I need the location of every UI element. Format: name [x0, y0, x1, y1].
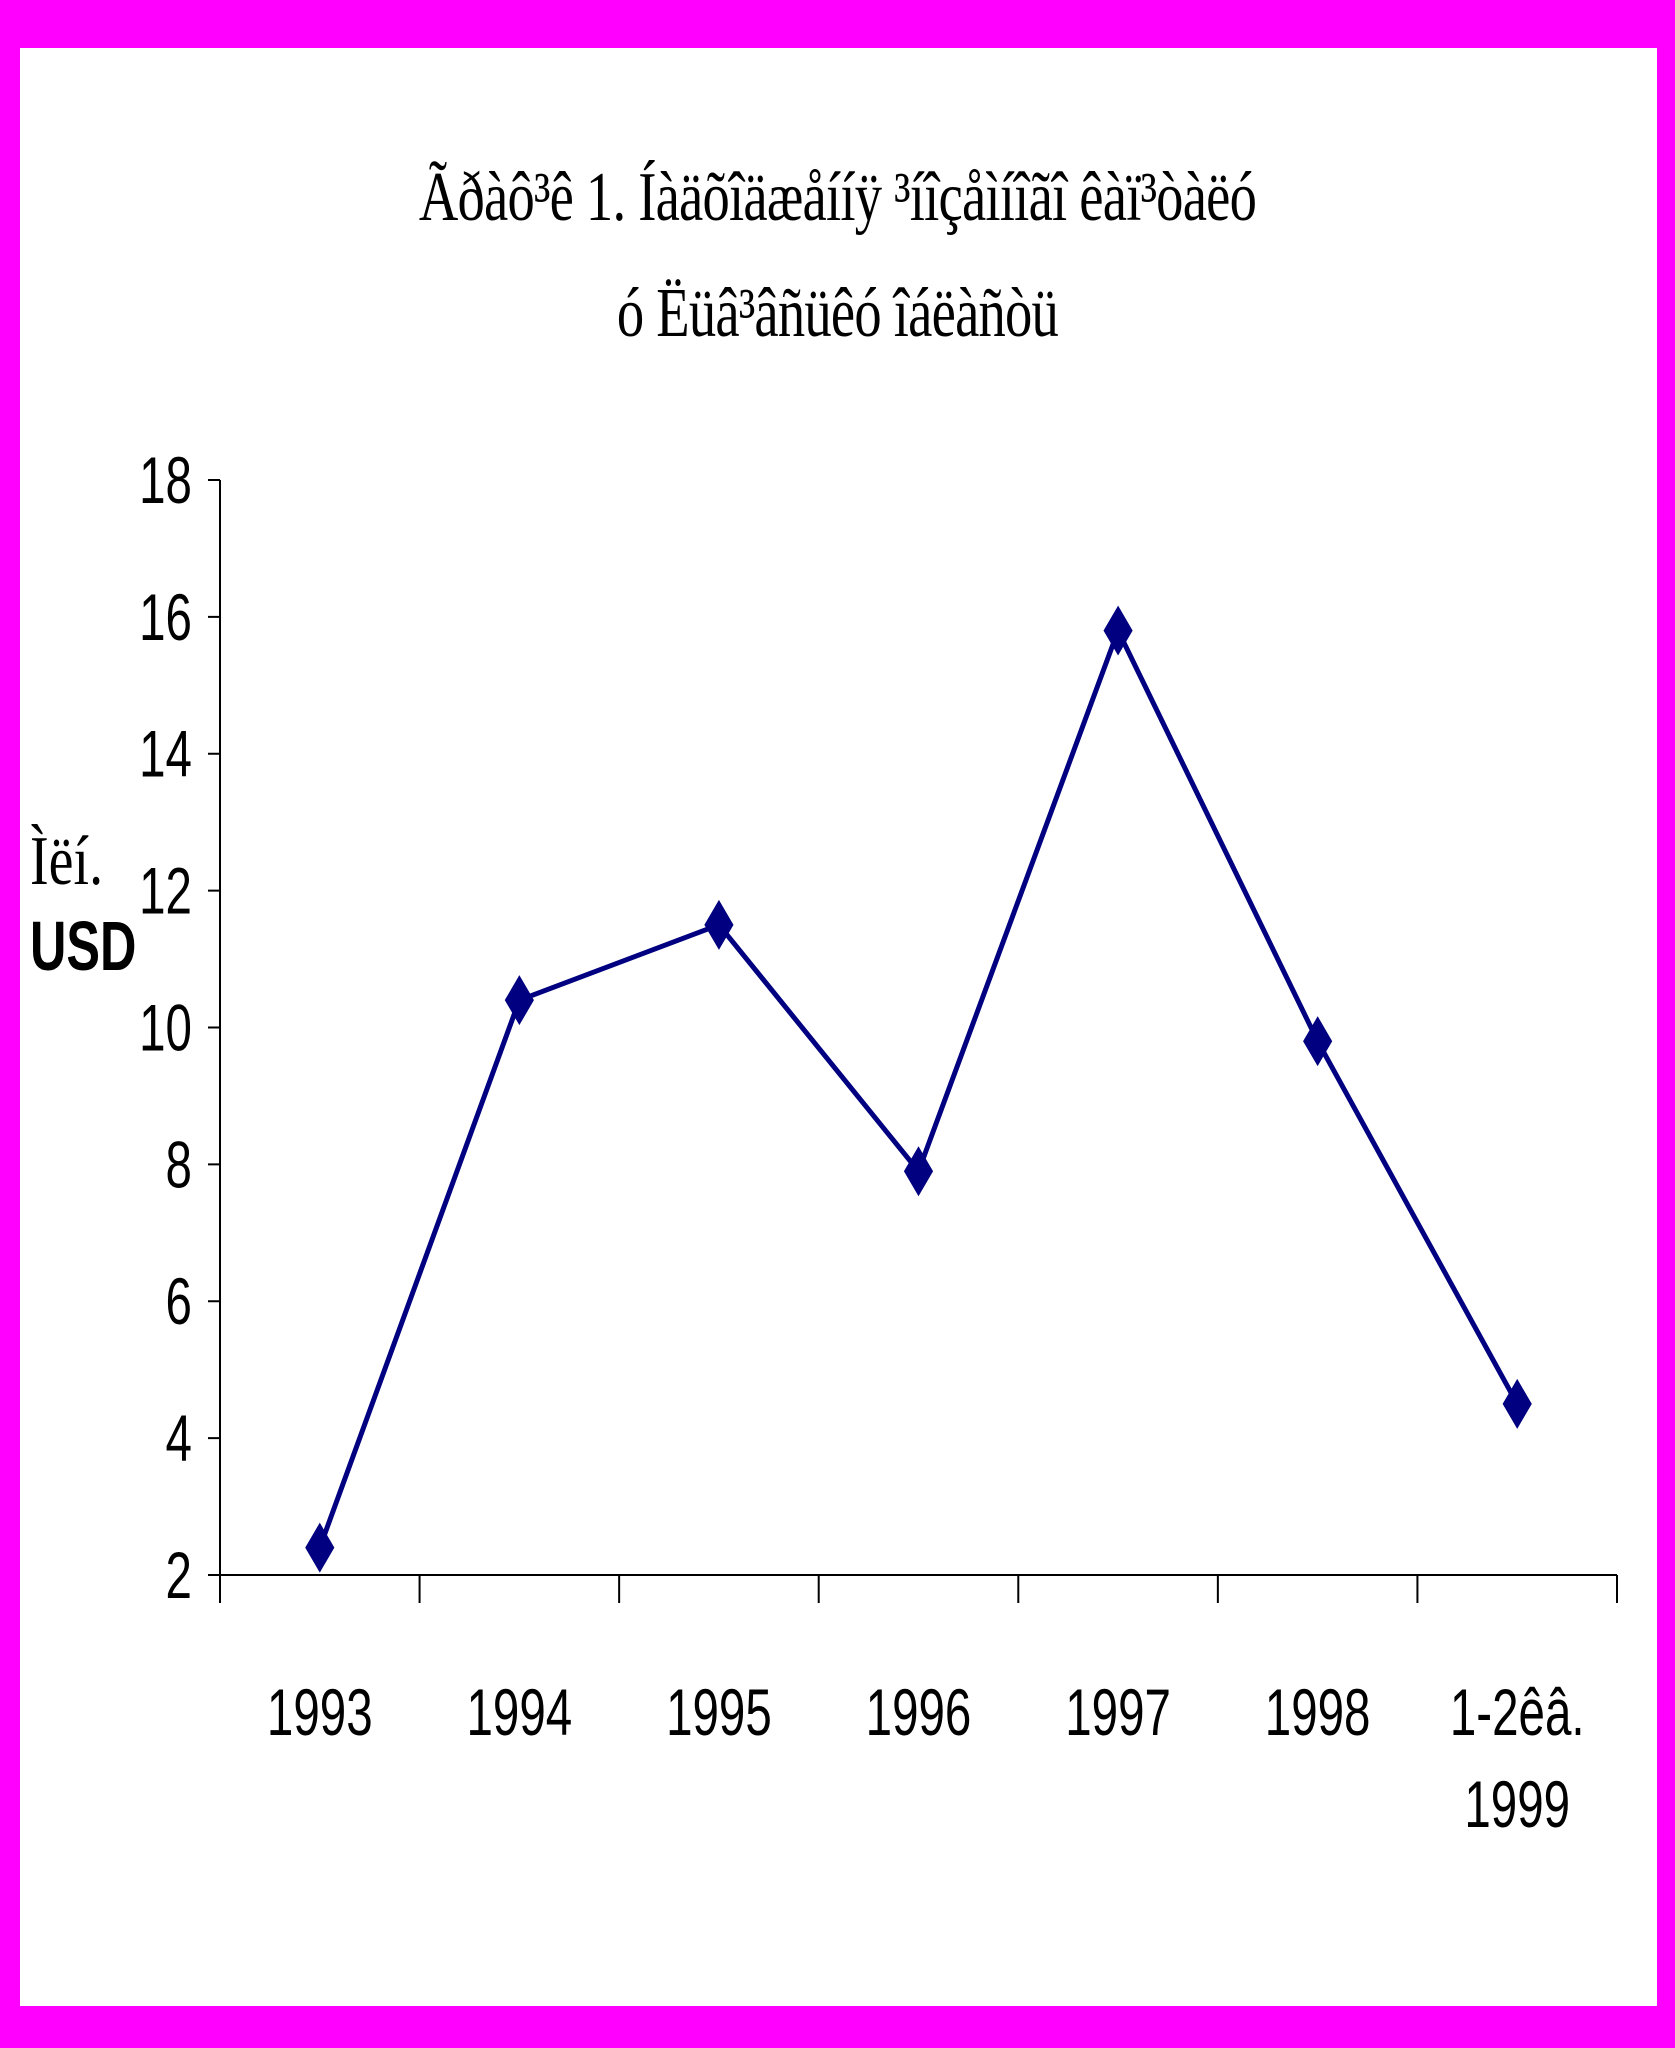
- series-line: [317, 624, 1520, 1549]
- y-tick-label: 4: [166, 1403, 192, 1476]
- x-tick-label: 1998: [1265, 1676, 1371, 1749]
- y-tick-label: 14: [139, 718, 192, 791]
- data-point-marker: [704, 899, 734, 950]
- chart-frame: [20, 48, 1657, 2006]
- chart-title-line-2: ó Ëüâ³âñüêó îáëàñòü: [616, 275, 1059, 352]
- y-tick-label: 12: [139, 855, 192, 928]
- x-tick-label: 1993: [267, 1676, 373, 1749]
- x-tick-label: 1997: [1065, 1676, 1171, 1749]
- data-point-marker: [305, 1522, 335, 1573]
- chart-title: Ãðàô³ê 1. Íàäõîäæåííÿ ³íîçåìíîãî êàï³òàë…: [184, 140, 1491, 372]
- x-tick-label: 1-2êâ.: [1450, 1676, 1585, 1749]
- y-tick-label: 6: [166, 1266, 192, 1339]
- x-tick-label: 1996: [866, 1676, 972, 1749]
- data-point-marker: [1103, 605, 1133, 656]
- axes: 2 4 6 8 10 12 14 16 18 1993 1994 1995 1996 1997 1998 1-…: [139, 444, 1618, 1842]
- data-point-marker: [903, 1146, 934, 1197]
- x-tick-label: 1994: [467, 1676, 573, 1749]
- y-tick-label: 18: [139, 444, 192, 517]
- x-tick-label: 1995: [666, 1676, 772, 1749]
- data-point-marker: [1303, 1016, 1333, 1067]
- x-tick-label: 1999: [1464, 1768, 1570, 1841]
- y-tick-label: 8: [166, 1129, 192, 1202]
- y-axis-label-unit: Ìëí.: [30, 823, 104, 900]
- chart-title-line-1: Ãðàô³ê 1. Íàäõîäæåííÿ ³íîçåìíîãî êàï³òàë…: [418, 159, 1257, 236]
- data-point-marker: [1502, 1378, 1532, 1429]
- y-tick-label: 16: [139, 581, 192, 654]
- y-axis-label: Ìëí. USD: [30, 820, 178, 988]
- data-series: [305, 605, 1532, 1573]
- y-axis-label-currency: USD: [30, 907, 137, 985]
- data-point-marker: [504, 975, 534, 1026]
- y-tick-label: 2: [166, 1539, 192, 1612]
- y-tick-label: 10: [139, 992, 192, 1065]
